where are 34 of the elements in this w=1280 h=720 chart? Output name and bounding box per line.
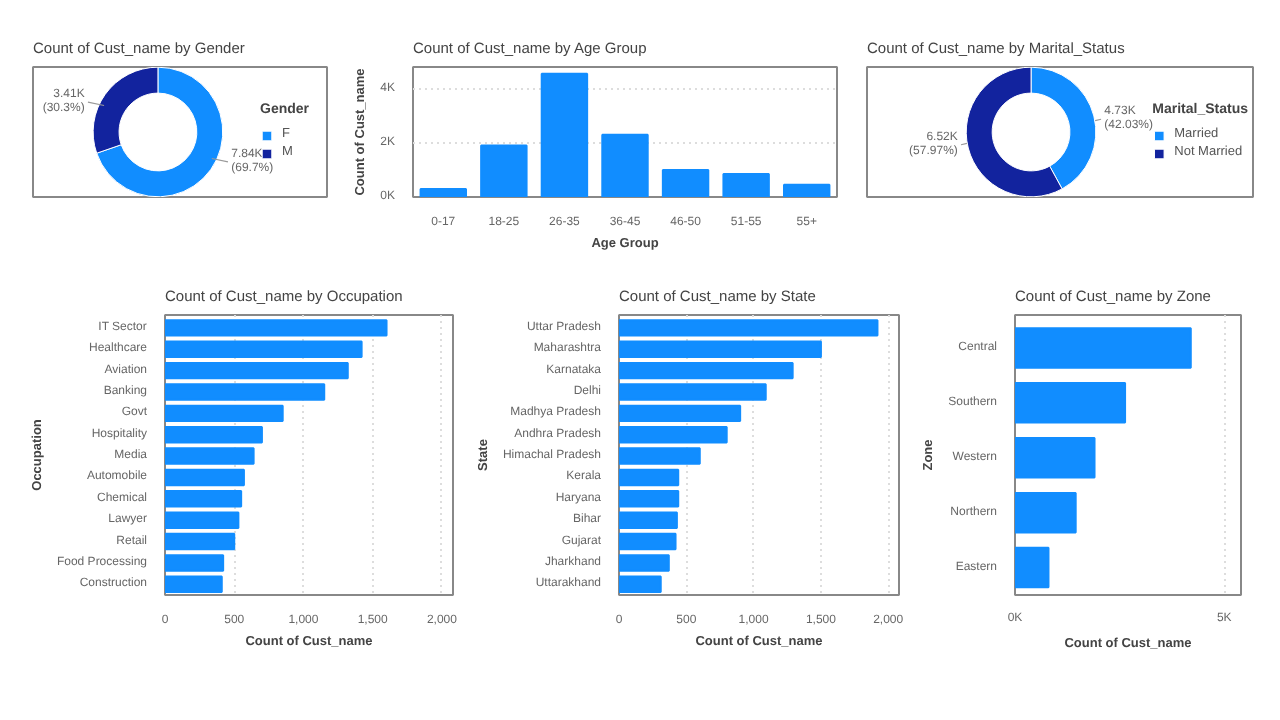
bar <box>601 133 649 197</box>
bar <box>619 575 662 594</box>
bar <box>619 361 794 380</box>
bar <box>619 383 767 401</box>
bar <box>165 383 326 401</box>
bar <box>619 426 728 444</box>
bar <box>619 319 879 337</box>
bar <box>165 447 255 465</box>
bar <box>1015 436 1096 479</box>
bar <box>722 172 770 197</box>
bar <box>165 554 225 572</box>
bar <box>165 319 388 337</box>
bar <box>619 447 701 465</box>
bar <box>165 468 245 487</box>
bar <box>783 183 831 197</box>
bar <box>1015 382 1127 424</box>
bar <box>619 532 677 551</box>
bar <box>619 404 742 423</box>
bar <box>661 168 710 197</box>
bar <box>480 144 528 197</box>
bar <box>619 468 680 487</box>
bar <box>1015 491 1077 534</box>
bar <box>165 340 363 358</box>
bar <box>165 426 263 444</box>
bar <box>619 340 822 358</box>
bar <box>165 532 236 551</box>
bar <box>1015 327 1192 369</box>
bar <box>540 72 589 197</box>
bar <box>1015 546 1050 589</box>
bar <box>419 187 467 197</box>
bar <box>619 554 670 572</box>
bar <box>165 361 349 380</box>
bar <box>165 404 284 423</box>
bar <box>165 575 223 594</box>
